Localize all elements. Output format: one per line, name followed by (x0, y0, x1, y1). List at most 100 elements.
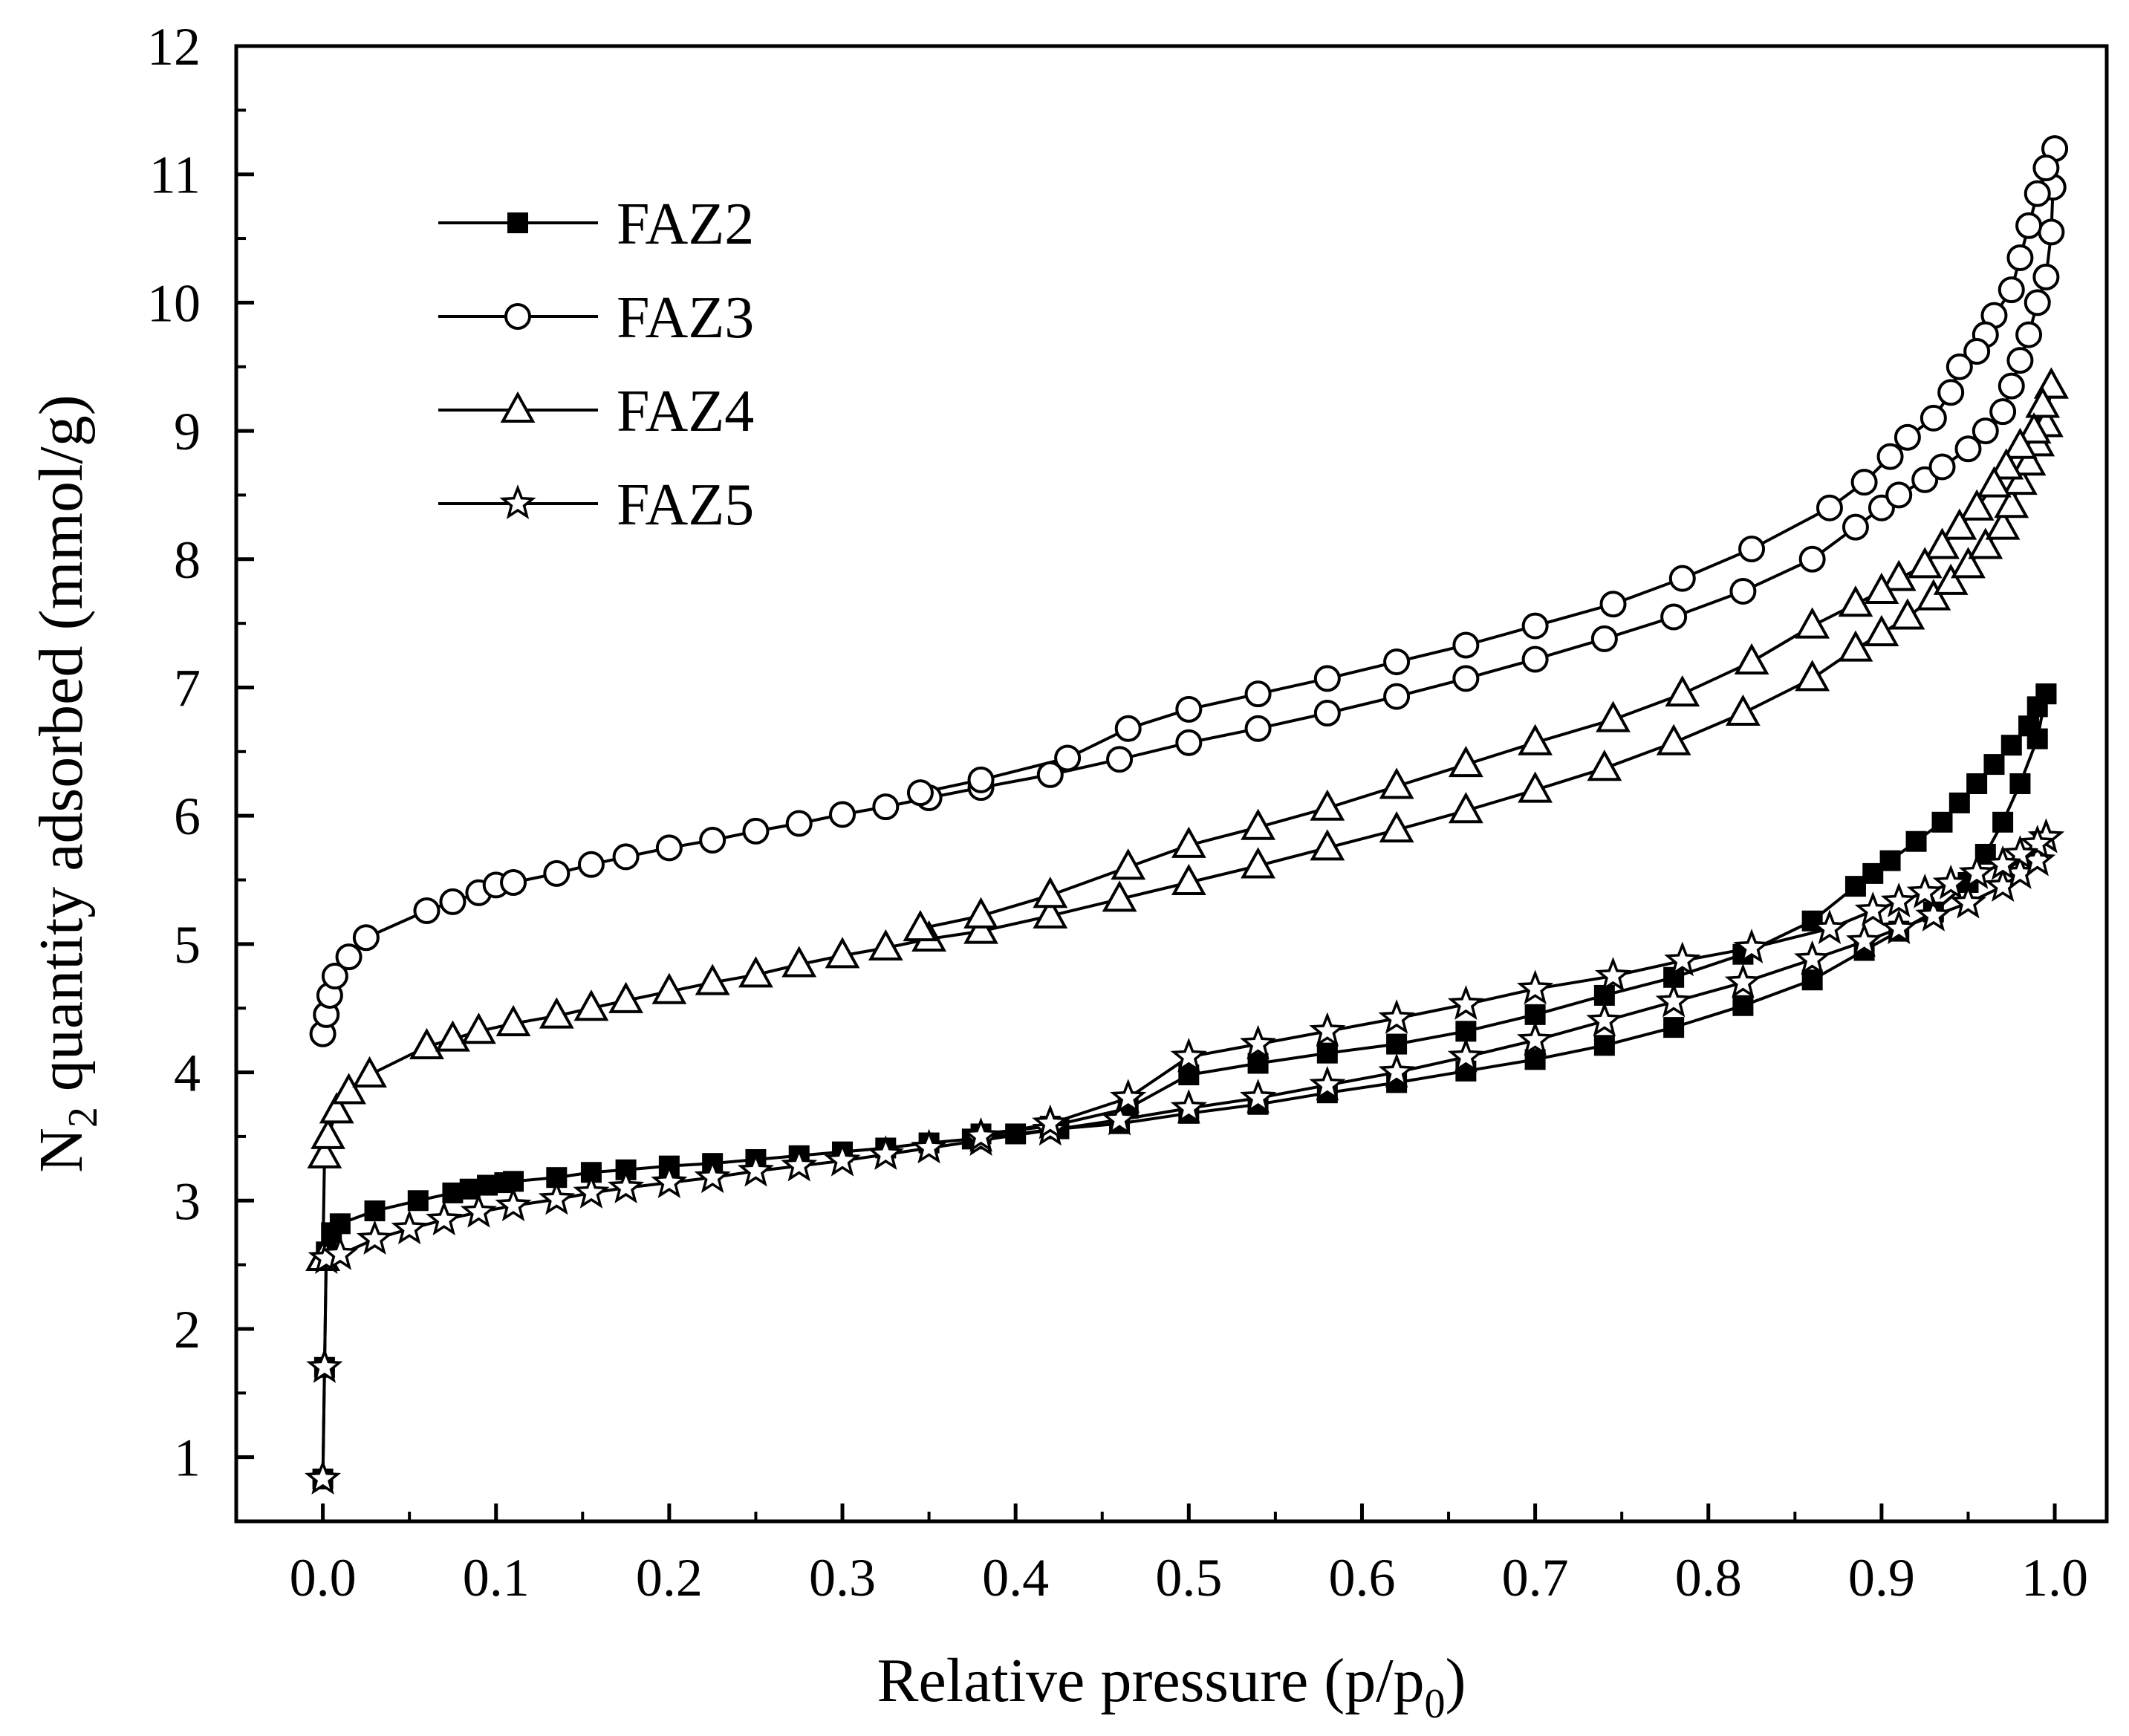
faz5-adsorption-point (607, 1168, 645, 1203)
faz2-adsorption-point (1732, 995, 1754, 1016)
x-tick-label: 0.2 (636, 1548, 703, 1607)
faz5-adsorption-point (1101, 1100, 1138, 1136)
faz5-adsorption-point (651, 1163, 688, 1199)
faz2-adsorption-point (407, 1190, 429, 1212)
faz3-adsorption-point (742, 817, 770, 845)
x-tick-label: 0.3 (809, 1548, 876, 1607)
faz3-desorption-point (1668, 565, 1696, 592)
faz4-adsorption-point (1994, 487, 2029, 518)
faz5-desorption-point (1664, 941, 1701, 977)
faz5-adsorption-point (737, 1151, 775, 1187)
faz3-adsorption-point (2038, 218, 2065, 246)
faz2-desorption-point (1247, 1053, 1269, 1074)
faz4-desorption-point (1864, 572, 1899, 604)
faz4-desorption-point (1942, 508, 1977, 540)
faz3-adsorption-point (785, 810, 813, 837)
faz5-adsorption-point (1170, 1089, 1207, 1124)
legend-marker-faz4 (500, 391, 536, 423)
y-tick-label: 11 (149, 146, 201, 205)
faz4-desorption-point (1310, 789, 1345, 821)
faz3-desorption-point (2015, 212, 2043, 239)
faz4-adsorption-point (539, 997, 574, 1029)
faz5-desorption-point (2019, 825, 2056, 860)
faz4-adsorption-point (738, 956, 773, 988)
faz4-adsorption-point (1838, 630, 1873, 662)
faz3-adsorption-point (1383, 683, 1411, 710)
faz5-adsorption-point (1845, 922, 1883, 958)
x-axis-title-subscript: 0 (1425, 1681, 1446, 1727)
faz4-adsorption-point (1033, 897, 1068, 929)
faz4-adsorption-point (963, 912, 998, 944)
y-tick-label: 12 (147, 17, 201, 77)
faz3-desorption-point (1920, 404, 1947, 432)
faz4-adsorption-point (1795, 660, 1830, 692)
faz4-adsorption-point (319, 1092, 354, 1124)
faz3-adsorption-point (543, 859, 571, 887)
faz3-desorption-point (1114, 715, 1142, 742)
faz5-desorption-point (1811, 909, 1848, 945)
legend-marker-faz5 (499, 484, 536, 519)
faz3-desorption-point (1998, 276, 2025, 304)
faz3-adsorption-point (1244, 715, 1272, 742)
faz3-adsorption-point (2024, 289, 2051, 316)
faz5-adsorption-point (306, 1347, 343, 1383)
faz5-desorption-point (1110, 1079, 1147, 1114)
faz5-adsorption-point (538, 1180, 575, 1215)
faz3-desorption-point (1054, 744, 1082, 772)
faz4-adsorption-point (311, 1117, 345, 1149)
faz3-desorption-point (2006, 244, 2034, 271)
x-tick-label: 0.0 (290, 1548, 357, 1607)
faz4-adsorption-point (352, 1056, 387, 1088)
legend-label-faz5: FAZ5 (617, 472, 754, 538)
faz4-adsorption-point (1890, 598, 1925, 630)
faz2-adsorption-point (1801, 969, 1823, 991)
x-axis-title-main: Relative pressure (p/p (877, 1646, 1424, 1715)
faz5-adsorption-point (304, 1460, 342, 1495)
faz3-desorption-point (1599, 591, 1627, 618)
y-axis-title-prefix: N (27, 1128, 96, 1173)
faz3-adsorption-point (655, 834, 683, 862)
faz4-adsorption-point (1310, 829, 1345, 861)
faz4-desorption-point (1111, 848, 1146, 880)
faz4-adsorption-point (1587, 750, 1622, 781)
faz3-desorption-point (1244, 680, 1272, 708)
faz4-adsorption-point (2011, 444, 2047, 476)
y-axis-title: N2 quantity adsorbed (mmol/g) (27, 394, 106, 1173)
faz3-adsorption-point (1928, 453, 1956, 481)
faz4-desorption-point (1596, 700, 1631, 732)
faz4-adsorption-point (1864, 614, 1899, 646)
faz3-adsorption-point (335, 943, 363, 971)
faz4-desorption-point (1959, 489, 1995, 521)
faz4-adsorption-point (1656, 724, 1691, 755)
faz5-adsorption-point (460, 1192, 498, 1228)
faz5-desorption-point (1906, 873, 1943, 908)
faz3-adsorption-point (1798, 545, 1826, 573)
faz5-adsorption-point (781, 1146, 818, 1182)
faz3-adsorption-point (1313, 700, 1341, 727)
faz5-desorption-point (2001, 835, 2039, 870)
faz3-adsorption-point (1521, 646, 1549, 673)
faz4-desorption-point (1448, 745, 1483, 778)
faz5-desorption-point (962, 1117, 1000, 1152)
faz3-adsorption-point (2032, 263, 2060, 290)
faz4-adsorption-point (461, 1012, 496, 1044)
faz2-desorption-point (1905, 830, 1927, 852)
faz4-adsorption-point (495, 1004, 531, 1036)
faz5-adsorption-point (573, 1174, 610, 1209)
series-layer (304, 135, 2069, 1495)
faz3-adsorption-point (577, 851, 605, 878)
faz3-adsorption-point (1660, 603, 1688, 631)
faz5-adsorption-point (867, 1135, 904, 1171)
axes-layer: 0.0 0.1 0.2 0.3 0.4 0.5 0.6 0.7 0.8 0.9 1.01234567… (147, 17, 2088, 1607)
faz4-adsorption-line (321, 386, 2053, 1259)
legend-marker-faz2 (507, 212, 528, 233)
faz3-adsorption-point (612, 843, 640, 871)
faz5-adsorption-point (1239, 1079, 1277, 1114)
faz3-desorption-point (2032, 155, 2060, 182)
x-axis-title-end: ) (1446, 1646, 1466, 1715)
y-tick-label: 1 (174, 1428, 201, 1488)
faz4-adsorption-point (695, 963, 730, 995)
faz2-adsorption-point (1524, 1049, 1546, 1070)
faz4-adsorption-point (2003, 464, 2038, 495)
faz4-desorption-point (1907, 547, 1943, 579)
